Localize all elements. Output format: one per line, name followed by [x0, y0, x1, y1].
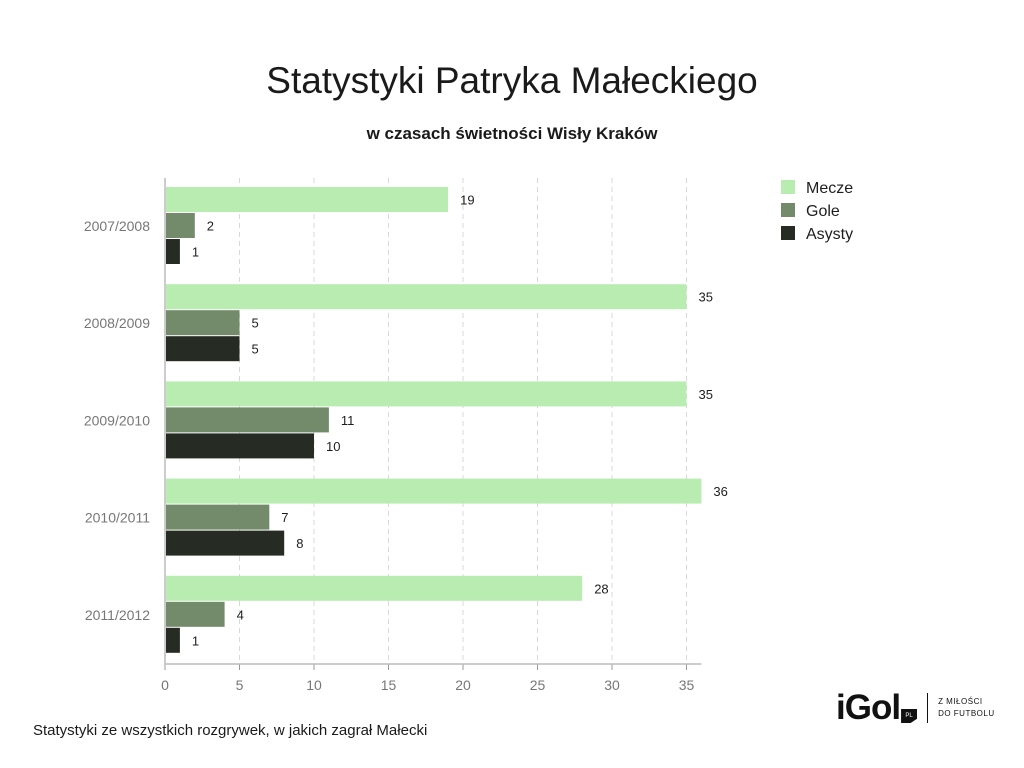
- data-label: 11: [341, 413, 355, 428]
- data-label: 1: [192, 633, 199, 648]
- bar-gole: [166, 504, 270, 530]
- bar-mecze: [166, 575, 583, 601]
- data-label: 19: [460, 193, 474, 208]
- x-tick-label: 20: [455, 677, 471, 693]
- bar-mecze: [166, 284, 687, 310]
- data-label: 1: [192, 245, 199, 260]
- bar-asysty: [166, 239, 180, 264]
- x-tick-label: 0: [161, 677, 169, 693]
- data-label: 8: [296, 536, 303, 551]
- labels: 19212007/200835552008/20093511102009/201…: [84, 193, 728, 649]
- axes: 0 5 10 15 20 25 30 35: [161, 178, 702, 693]
- x-tick-label: 25: [530, 677, 546, 693]
- legend-swatch-mecze: [781, 180, 795, 194]
- bar-asysty: [166, 336, 240, 362]
- data-label: 35: [699, 387, 713, 402]
- x-tick-label: 5: [236, 677, 244, 693]
- logo-badge: PL: [901, 709, 918, 723]
- legend-swatch-asysty: [781, 226, 795, 240]
- bar-gole: [166, 407, 329, 433]
- bar-mecze: [166, 187, 449, 212]
- legend-label-asysty: Asysty: [806, 226, 853, 243]
- chart-title: Statystyki Patryka Małeckiego: [266, 60, 758, 101]
- bar-asysty: [166, 530, 285, 556]
- legend-swatch-gole: [781, 203, 795, 217]
- bar-asysty: [166, 627, 180, 653]
- category-label: 2011/2012: [85, 607, 150, 623]
- x-tick-label: 35: [679, 677, 695, 693]
- logo-tagline: Z MIŁOŚCI DO FUTBOLU: [938, 696, 995, 720]
- logo-text: iGol: [836, 688, 901, 727]
- logo-tagline-line1: Z MIŁOŚCI: [938, 697, 983, 706]
- data-label: 2: [207, 219, 214, 234]
- bar-chart: 0 5 10 15 20 25 30 35 19212007/200835552008/200…: [84, 178, 853, 693]
- category-label: 2010/2011: [85, 510, 150, 526]
- bar-mecze: [166, 478, 702, 504]
- data-label: 35: [699, 290, 713, 305]
- data-label: 4: [237, 607, 244, 622]
- bar-gole: [166, 213, 195, 238]
- data-label: 28: [594, 581, 608, 596]
- legend: Mecze Gole Asysty: [781, 180, 853, 243]
- logo-tagline-line2: DO FUTBOLU: [938, 709, 995, 718]
- category-label: 2009/2010: [84, 412, 150, 428]
- category-label: 2007/2008: [84, 218, 150, 234]
- bars: [166, 187, 702, 653]
- x-tick-label: 30: [604, 677, 620, 693]
- logo-divider: [927, 693, 929, 723]
- bar-asysty: [166, 433, 314, 459]
- data-label: 7: [281, 510, 288, 525]
- data-label: 36: [713, 484, 727, 499]
- igol-logo: iGol PL Z MIŁOŚCI DO FUTBOLU: [836, 688, 995, 728]
- bar-mecze: [166, 381, 687, 407]
- footnote: Statystyki ze wszystkich rozgrywek, w ja…: [33, 722, 428, 739]
- x-tick-label: 10: [306, 677, 322, 693]
- category-label: 2008/2009: [84, 315, 150, 331]
- x-tick-label: 15: [381, 677, 397, 693]
- legend-label-gole: Gole: [806, 203, 840, 220]
- chart-subtitle: w czasach świetności Wisły Kraków: [366, 124, 658, 143]
- legend-label-mecze: Mecze: [806, 180, 853, 197]
- data-label: 5: [252, 342, 259, 357]
- bar-gole: [166, 601, 225, 627]
- data-label: 10: [326, 439, 340, 454]
- bar-gole: [166, 310, 240, 336]
- data-label: 5: [252, 316, 259, 331]
